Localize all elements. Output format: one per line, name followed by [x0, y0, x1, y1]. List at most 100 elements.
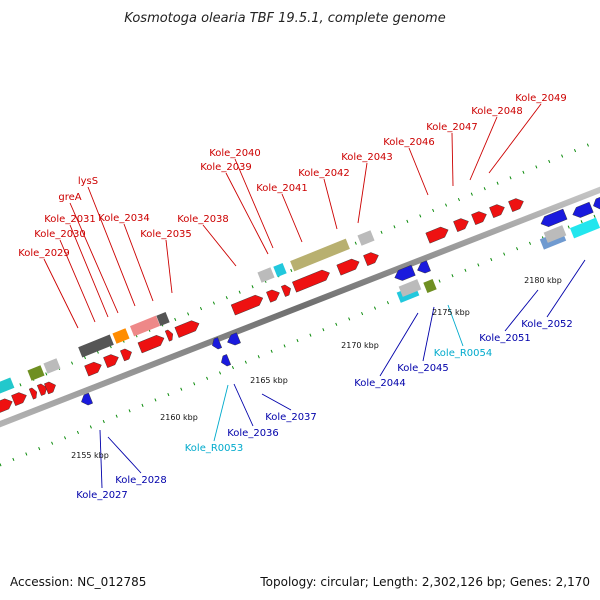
forward-gene-arrow — [137, 335, 165, 354]
forward-gene-arrow — [11, 392, 27, 406]
forward-gene-arrow — [230, 294, 264, 316]
map-title: Kosmotoga olearia TBF 19.5.1, complete g… — [124, 11, 445, 26]
forward-gene-arrow — [174, 320, 200, 338]
forward-gene-arrow — [471, 211, 487, 225]
forward-gene-label: Kole_2049 — [515, 93, 567, 104]
forward-gene-label: Kole_2048 — [471, 106, 523, 117]
forward-gene-label: Kole_2042 — [298, 168, 350, 179]
cog-feature-block — [78, 334, 114, 358]
label-leaders — [43, 103, 586, 489]
scale-kbp-label: 2155 kbp — [71, 451, 109, 460]
gene-features — [0, 196, 600, 414]
forward-label-leader — [43, 258, 79, 329]
forward-label-leader — [234, 158, 274, 249]
reverse-label-leader — [213, 384, 229, 442]
forward-label-leader — [202, 224, 237, 267]
genome-summary-text: Topology: circular; Length: 2,302,126 bp… — [259, 575, 590, 589]
reverse-gene-arrow — [212, 337, 223, 350]
reverse-gene-label: Kole_2027 — [76, 490, 128, 501]
forward-gene-label: Kole_2040 — [209, 148, 261, 159]
forward-label-leader — [469, 116, 498, 181]
forward-label-leader — [87, 186, 136, 307]
scale-kbp-label: 2170 kbp — [341, 341, 379, 350]
reverse-gene-arrow — [221, 354, 232, 367]
forward-gene-label: lysS — [78, 176, 98, 187]
forward-gene-arrow — [425, 226, 449, 244]
forward-gene-arrow — [103, 354, 119, 368]
scale-kbp-label: 2160 kbp — [160, 413, 198, 422]
cog-feature-block — [156, 312, 170, 326]
reverse-gene-label: Kole_2044 — [354, 378, 406, 389]
forward-gene-label: Kole_2038 — [177, 214, 229, 225]
reverse-label-leader — [379, 312, 419, 377]
reverse-gene-label: Kole_2028 — [115, 475, 167, 486]
forward-gene-arrow — [508, 198, 524, 212]
cog-feature-block — [273, 263, 287, 277]
reverse-label-leader — [107, 436, 142, 474]
forward-label-leader — [281, 193, 303, 243]
forward-gene-arrow — [453, 218, 469, 232]
forward-label-leader — [225, 172, 269, 255]
scale-kbp-label: 2180 kbp — [524, 276, 562, 285]
forward-label-leader — [59, 239, 96, 323]
forward-gene-label: Kole_2046 — [383, 137, 435, 148]
forward-gene-label: Kole_2034 — [98, 213, 150, 224]
reverse-gene-arrow — [540, 208, 568, 227]
forward-gene-arrow — [44, 381, 56, 395]
reverse-gene-arrow — [593, 196, 600, 210]
forward-gene-arrow — [120, 348, 132, 362]
reverse-label-leader — [546, 259, 586, 318]
cog-feature-block — [398, 279, 422, 297]
reverse-gene-arrow — [572, 201, 594, 218]
forward-gene-arrow — [280, 284, 291, 297]
cog-feature-block — [357, 230, 375, 246]
forward-label-leader — [123, 223, 154, 302]
scale-labels: 2155 kbp 2160 kbp 2165 kbp 2170 kbp 2175 kbp… — [71, 276, 562, 460]
cog-feature-block — [43, 358, 61, 374]
cog-feature-block — [543, 225, 567, 243]
forward-gene-arrow — [489, 204, 505, 218]
reverse-gene-label: Kole_2036 — [227, 428, 279, 439]
forward-gene-arrow — [36, 383, 47, 396]
reverse-gene-label: Kole_2051 — [479, 333, 531, 344]
reverse-label-leader — [422, 306, 435, 362]
genome-backbone — [0, 186, 600, 428]
gene-labels: Kole_2029 Kole_2030 Kole_2031 greA lysS Kole_… — [18, 93, 573, 501]
reverse-label-leader — [261, 393, 292, 411]
reverse-label-leader — [233, 383, 254, 427]
forward-gene-label: Kole_2041 — [256, 183, 308, 194]
reverse-gene-label: Kole_R0053 — [185, 443, 244, 454]
forward-gene-label: Kole_2043 — [341, 152, 393, 163]
forward-gene-label: Kole_2030 — [34, 229, 86, 240]
forward-gene-label: Kole_2035 — [140, 229, 192, 240]
forward-label-leader — [323, 178, 338, 230]
forward-gene-arrow — [28, 387, 37, 400]
forward-gene-label: greA — [58, 192, 81, 203]
forward-gene-label: Kole_2029 — [18, 248, 70, 259]
cog-feature-block — [423, 279, 437, 293]
cog-feature-block — [112, 328, 130, 344]
forward-label-leader — [451, 132, 454, 187]
cog-feature-block — [290, 238, 350, 272]
cog-feature-block — [27, 365, 45, 381]
reverse-label-leader — [504, 289, 539, 332]
forward-gene-arrow — [84, 361, 102, 377]
cog-feature-block — [129, 315, 161, 337]
forward-label-leader — [69, 202, 119, 314]
forward-gene-arrow — [336, 258, 360, 276]
forward-label-leader — [165, 239, 173, 294]
forward-gene-label: Kole_2031 — [44, 214, 96, 225]
forward-label-leader — [408, 147, 429, 196]
reverse-gene-label: Kole_R0054 — [434, 348, 493, 359]
forward-gene-arrow — [363, 252, 379, 266]
forward-gene-label: Kole_2047 — [426, 122, 478, 133]
reverse-gene-arrow — [394, 264, 416, 281]
scale-kbp-label: 2165 kbp — [250, 376, 288, 385]
forward-gene-arrow — [164, 329, 173, 342]
forward-gene-arrow — [266, 289, 280, 303]
reverse-gene-label: Kole_2045 — [397, 363, 449, 374]
cog-feature-block — [0, 377, 15, 395]
reverse-gene-arrow — [417, 260, 431, 274]
